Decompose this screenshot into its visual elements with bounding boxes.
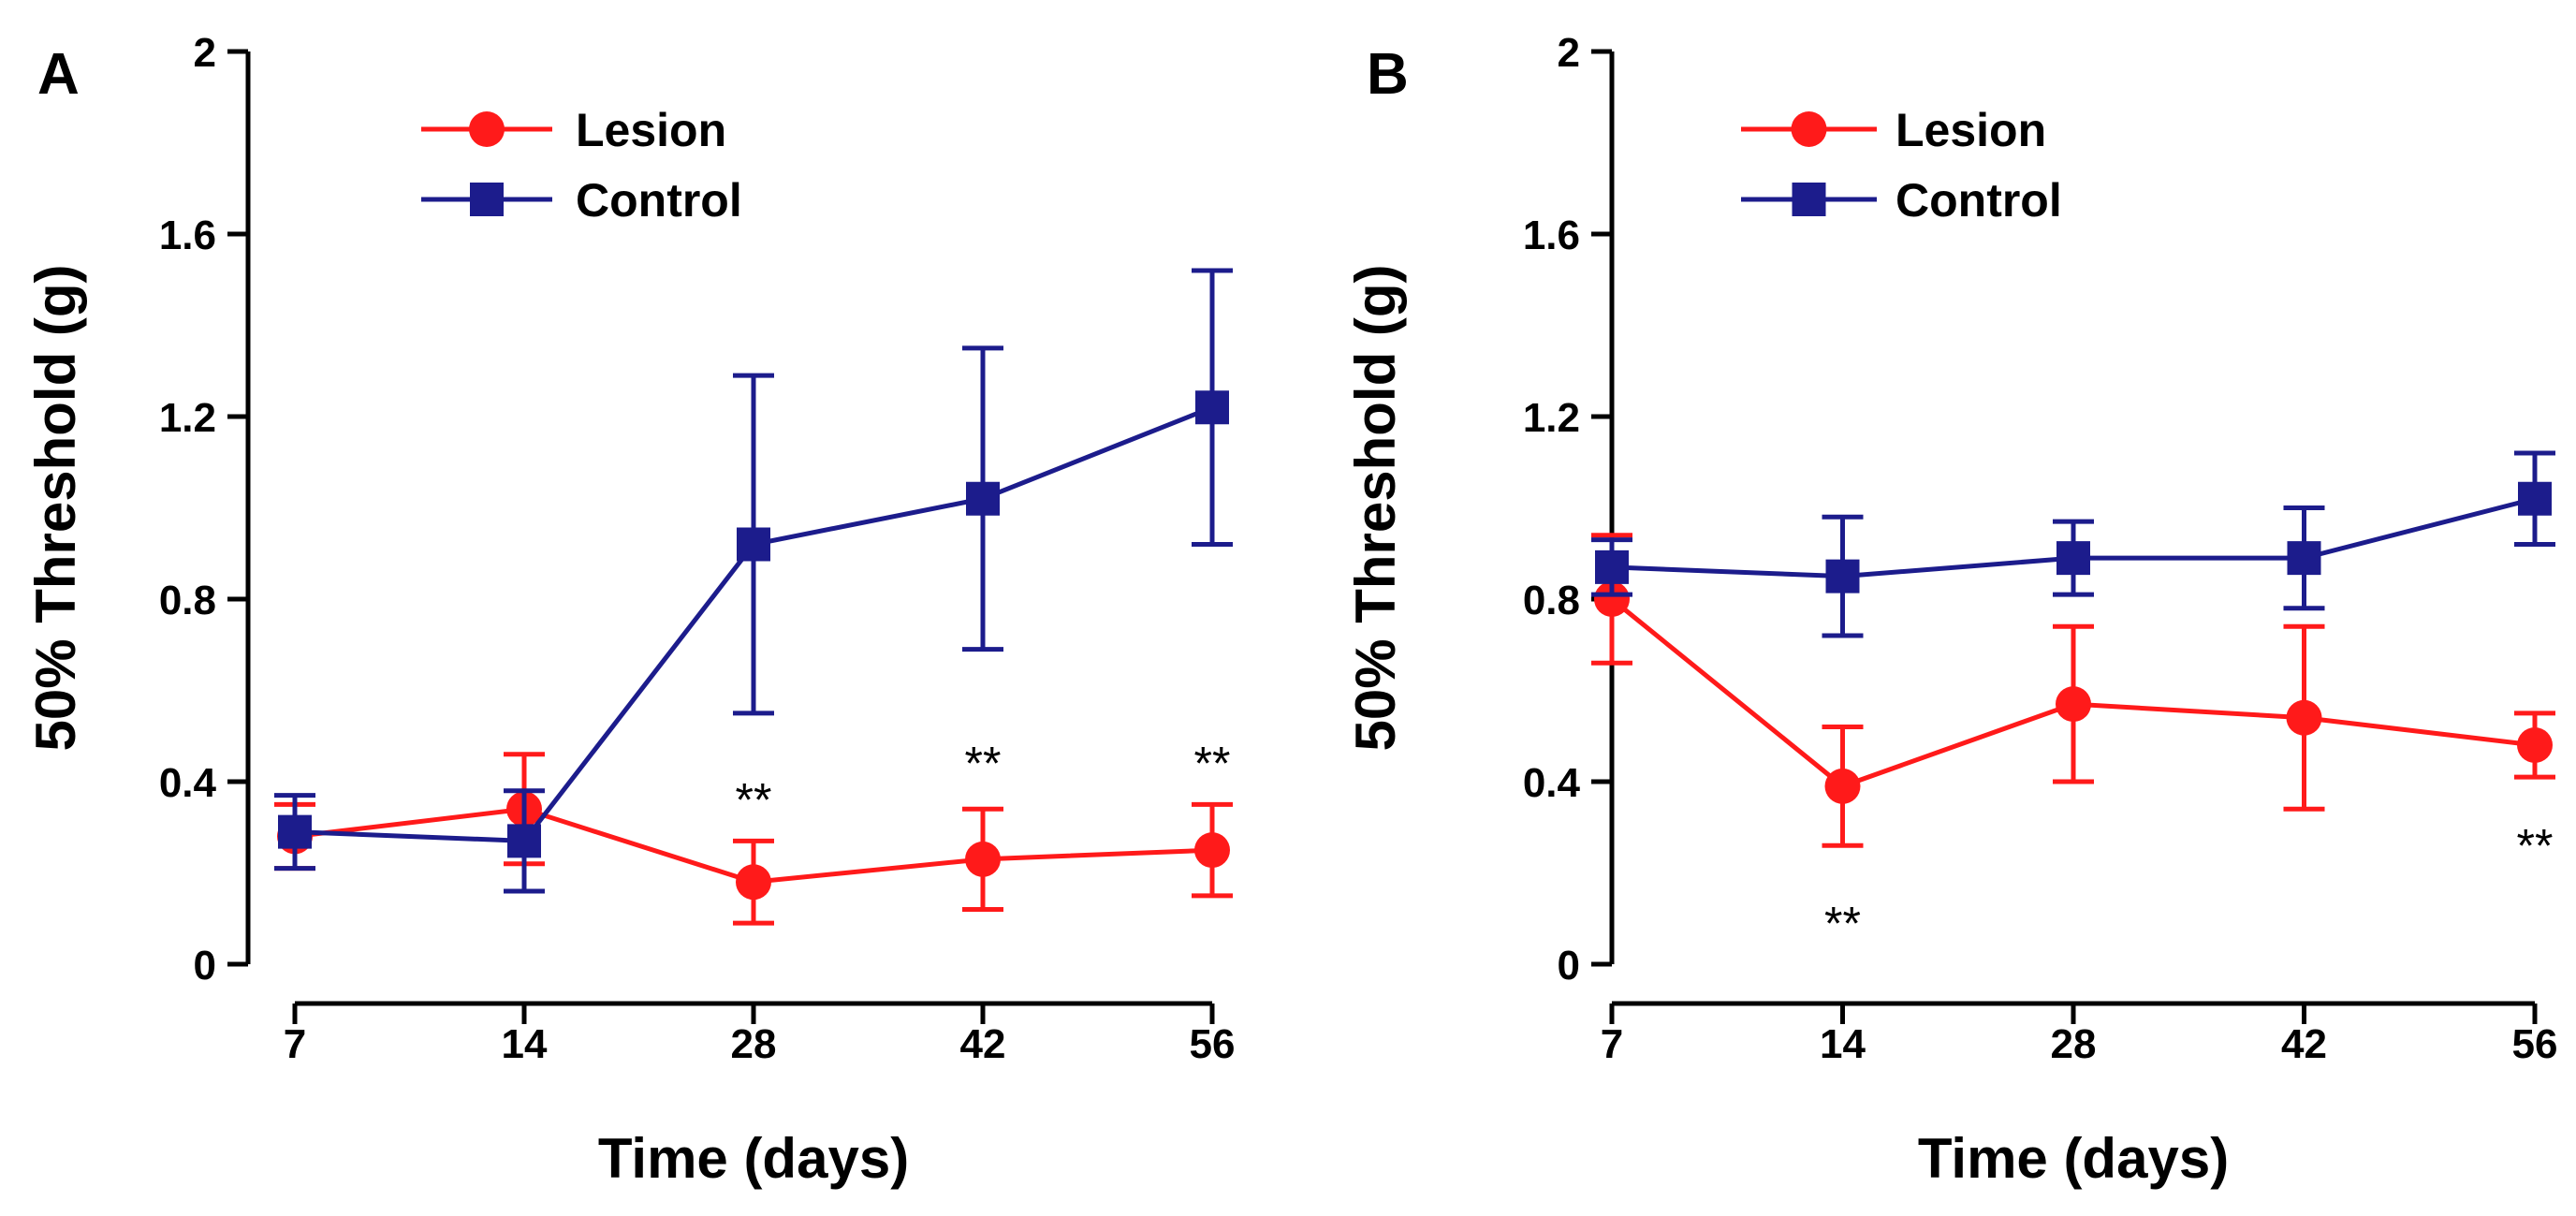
- y-tick-label: 0: [194, 943, 216, 989]
- y-tick-label: 0.8: [159, 578, 216, 623]
- data-point: [736, 864, 771, 901]
- legend-label: Lesion: [576, 104, 726, 156]
- significance-marker: **: [1194, 738, 1231, 790]
- data-point: [965, 841, 1001, 877]
- data-point: [1824, 768, 1861, 804]
- data-point: [1195, 390, 1229, 425]
- y-tick-label: 0.8: [1523, 578, 1580, 623]
- x-tick-label: 14: [502, 1021, 548, 1067]
- legend-marker: [470, 183, 504, 216]
- x-tick-label: 7: [284, 1021, 306, 1067]
- series-control: [274, 268, 1233, 894]
- data-point: [507, 824, 541, 858]
- data-point: [2286, 699, 2322, 736]
- x-tick-label: 7: [1601, 1021, 1623, 1067]
- y-tick-label: 1.6: [1523, 212, 1580, 258]
- y-tick-label: 0: [1558, 943, 1580, 989]
- y-axis-label: 50% Threshold (g): [24, 264, 87, 751]
- x-tick-label: 14: [1820, 1021, 1866, 1067]
- x-axis-label: Time (days): [598, 1127, 909, 1190]
- legend-label: Control: [1895, 174, 2062, 227]
- data-point: [966, 481, 1000, 516]
- data-point: [1594, 581, 1630, 617]
- series-lesion: [1591, 533, 2555, 848]
- legend-marker: [469, 111, 505, 147]
- y-tick-label: 0.4: [1523, 760, 1581, 806]
- data-point: [1194, 832, 1230, 869]
- legend-marker: [1791, 111, 1827, 147]
- data-point: [2056, 686, 2091, 723]
- data-point: [737, 527, 770, 562]
- significance-marker: **: [736, 774, 772, 827]
- panel-a: A 0 0.4 0.8 1.2 1.6 2 7 14 28 42 56 Time (days) 50% T…: [24, 30, 1235, 1190]
- x-tick-label: 42: [960, 1021, 1006, 1067]
- data-point: [2287, 541, 2321, 576]
- series-control: [1591, 450, 2555, 638]
- y-tick-label: 1.2: [159, 395, 216, 441]
- legend-label: Lesion: [1895, 104, 2046, 156]
- legend-marker: [1792, 183, 1826, 216]
- data-point: [2518, 481, 2552, 516]
- significance-marker: **: [2517, 819, 2554, 872]
- y-tick-label: 2: [194, 30, 216, 76]
- panel-letter: A: [37, 42, 80, 107]
- data-point: [278, 814, 312, 849]
- panel-letter: B: [1367, 42, 1409, 107]
- legend-label: Control: [576, 174, 742, 227]
- data-point: [1595, 549, 1629, 584]
- data-point: [2517, 727, 2553, 763]
- y-tick-label: 0.4: [159, 760, 217, 806]
- x-axis-label: Time (days): [1918, 1127, 2229, 1190]
- y-tick-label: 1.6: [159, 212, 216, 258]
- significance-marker: **: [1824, 897, 1861, 949]
- y-tick-label: 2: [1558, 30, 1580, 76]
- data-point: [1825, 559, 1860, 593]
- panel-b: B 0 0.4 0.8 1.2 1.6 2 7 14 28 42 56 Time (days) 50% T…: [1344, 30, 2557, 1190]
- x-tick-label: 28: [2051, 1021, 2097, 1067]
- x-tick-label: 56: [1190, 1021, 1236, 1067]
- y-tick-label: 1.2: [1523, 395, 1580, 441]
- x-tick-label: 28: [731, 1021, 777, 1067]
- significance-marker: **: [965, 738, 1002, 790]
- data-point: [2056, 541, 2090, 576]
- x-tick-label: 42: [2281, 1021, 2327, 1067]
- x-tick-label: 56: [2512, 1021, 2558, 1067]
- y-axis-label: 50% Threshold (g): [1344, 264, 1407, 751]
